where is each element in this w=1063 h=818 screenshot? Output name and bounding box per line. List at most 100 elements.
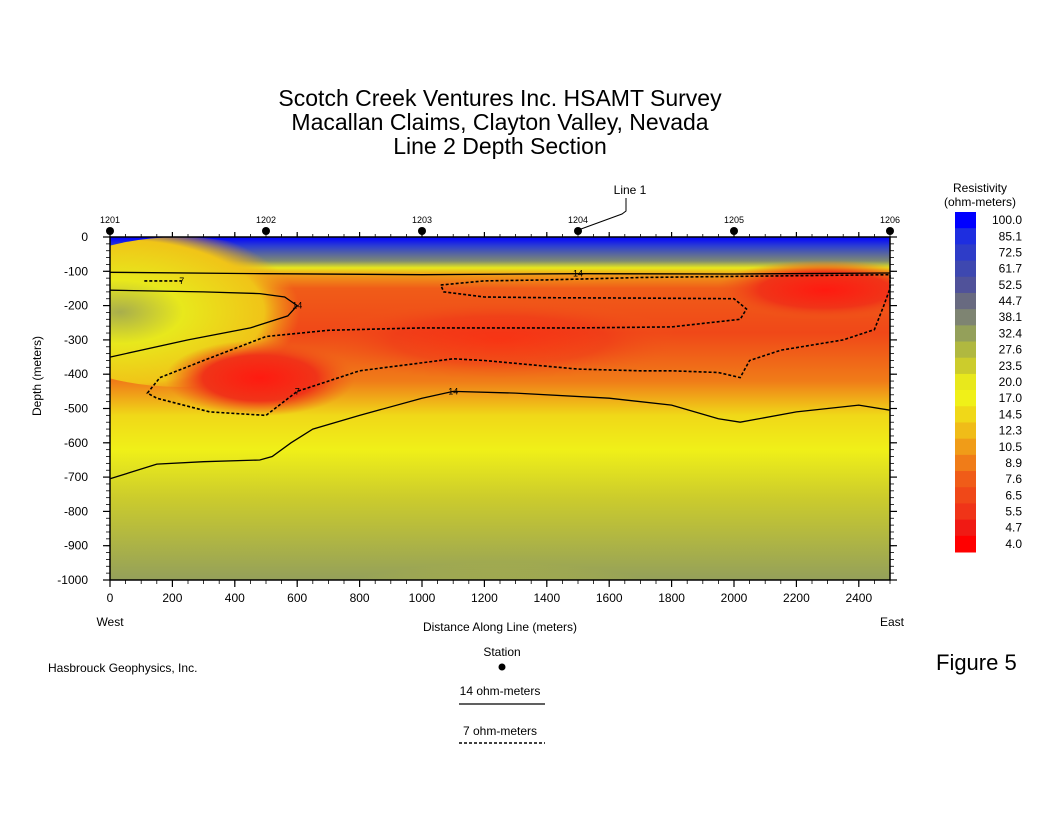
station-label-1203: 1203 xyxy=(412,215,432,225)
x-tick-label-2000: 2000 xyxy=(721,591,748,605)
legend-7-label: 7 ohm-meters xyxy=(462,724,538,738)
contour-14-line-0 xyxy=(109,271,891,276)
station-label-1206: 1206 xyxy=(880,215,900,225)
line-1-callout-label: Line 1 xyxy=(613,183,647,197)
x-tick-label-1800: 1800 xyxy=(658,591,685,605)
colorbar-swatch-4.7 xyxy=(955,519,976,537)
colorbar-label-8.9: 8.9 xyxy=(1005,456,1022,470)
colorbar-label-100.0: 100.0 xyxy=(992,213,1022,227)
colorbar-swatch-27.6 xyxy=(955,341,976,359)
station-marker-1201 xyxy=(106,227,114,235)
contour-14-line-1 xyxy=(109,289,299,358)
colorbar-swatch-44.7 xyxy=(955,292,976,310)
legend-14-label: 14 ohm-meters xyxy=(459,684,541,698)
colorbar-label-17.0: 17.0 xyxy=(999,391,1023,405)
station-marker-1206 xyxy=(886,227,894,235)
y-axis-label: Depth (meters) xyxy=(30,335,44,417)
colorbar-label-23.5: 23.5 xyxy=(999,359,1023,373)
station-marker-1203 xyxy=(418,227,426,235)
colorbar-swatch-14.5 xyxy=(955,406,976,423)
colorbar-label-52.5: 52.5 xyxy=(999,278,1023,292)
colorbar-label-32.4: 32.4 xyxy=(999,326,1023,340)
y-tick-label--500: -500 xyxy=(64,402,88,416)
y-tick-label--400: -400 xyxy=(64,367,88,381)
colorbar-swatch-20.0 xyxy=(955,373,976,391)
station-marker-1205 xyxy=(730,227,738,235)
colorbar-swatch-100.0 xyxy=(955,212,976,229)
station-label-1202: 1202 xyxy=(256,215,276,225)
colorbar-label-38.1: 38.1 xyxy=(999,310,1023,324)
colorbar-label-5.5: 5.5 xyxy=(1005,505,1022,519)
contour-7-line-1 xyxy=(146,273,891,417)
colorbar-title: Resistivity xyxy=(952,181,1008,195)
y-tick-label--700: -700 xyxy=(64,470,88,484)
colorbar-swatch-5.5 xyxy=(955,503,976,521)
resistivity-field xyxy=(110,237,890,580)
x-axis-label: Distance Along Line (meters) xyxy=(422,620,578,634)
y-tick-label--800: -800 xyxy=(64,504,88,518)
x-end-label-east: East xyxy=(879,615,905,629)
colorbar-swatch-17.0 xyxy=(955,390,976,407)
station-marker-1204 xyxy=(574,227,582,235)
colorbar-swatch-7.6 xyxy=(955,471,976,488)
chart-title-line-2: Macallan Claims, Clayton Valley, Nevada xyxy=(291,109,709,135)
x-tick-label-2200: 2200 xyxy=(783,591,810,605)
x-tick-label-2400: 2400 xyxy=(845,591,872,605)
y-tick-label--200: -200 xyxy=(64,299,88,313)
x-tick-label-1600: 1600 xyxy=(596,591,623,605)
contour-lines: 14 14 14 7 7 xyxy=(109,269,891,480)
colorbar-label-10.5: 10.5 xyxy=(999,440,1023,454)
colorbar-label-72.5: 72.5 xyxy=(999,245,1023,259)
station-label-1204: 1204 xyxy=(568,215,588,225)
contour-14-label-1: 14 xyxy=(292,301,302,311)
legend-lines xyxy=(459,663,545,744)
colorbar-swatch-61.7 xyxy=(955,260,976,278)
company-credit: Hasbrouck Geophysics, Inc. xyxy=(48,661,198,675)
colorbar-label-7.6: 7.6 xyxy=(1005,472,1022,486)
colorbar-swatch-12.3 xyxy=(955,422,976,440)
colorbar-label-12.3: 12.3 xyxy=(999,424,1023,438)
y-tick-label--300: -300 xyxy=(64,333,88,347)
colorbar-label-85.1: 85.1 xyxy=(999,229,1023,243)
colorbar-swatch-10.5 xyxy=(955,438,976,456)
line-1-callout-leader xyxy=(580,198,627,230)
colorbar-units: (ohm-meters) xyxy=(943,195,1017,209)
colorbar-label-44.7: 44.7 xyxy=(999,294,1023,308)
colorbar-swatch-6.5 xyxy=(955,487,976,504)
colorbar-swatch-52.5 xyxy=(955,276,976,294)
x-tick-label-1000: 1000 xyxy=(409,591,436,605)
contour-14-line-2 xyxy=(109,390,891,480)
axes: 0 200 400 600 800 1000 1200 1400 1600 1800 2000 220… xyxy=(57,230,897,605)
x-tick-label-400: 400 xyxy=(225,591,245,605)
colorbar-swatch-85.1 xyxy=(955,228,976,245)
chart-title-line-3: Line 2 Depth Section xyxy=(393,133,607,159)
y-tick-label--1000: -1000 xyxy=(57,573,88,587)
x-tick-label-600: 600 xyxy=(287,591,307,605)
x-tick-label-1200: 1200 xyxy=(471,591,498,605)
contour-7-label-0: 7 xyxy=(179,276,184,286)
colorbar-label-4.0: 4.0 xyxy=(1005,537,1022,551)
colorbar-label-6.5: 6.5 xyxy=(1005,488,1022,502)
colorbar-swatch-38.1 xyxy=(955,309,976,326)
y-tick-label--900: -900 xyxy=(64,539,88,553)
legend-station-marker xyxy=(498,663,506,671)
colorbar: 100.0 85.1 72.5 61.7 52.5 44.7 38.1 32.4 27.6 23.… xyxy=(955,212,1022,553)
figure-number: Figure 5 xyxy=(936,650,1017,675)
y-tick-label--100: -100 xyxy=(64,264,88,278)
colorbar-label-27.6: 27.6 xyxy=(999,343,1023,357)
station-label-1205: 1205 xyxy=(724,215,744,225)
contour-14-label-0: 14 xyxy=(573,269,583,279)
colorbar-label-20.0: 20.0 xyxy=(999,375,1023,389)
x-tick-label-1400: 1400 xyxy=(533,591,560,605)
colorbar-swatch-8.9 xyxy=(955,454,976,472)
colorbar-label-4.7: 4.7 xyxy=(1005,521,1022,535)
colorbar-swatch-23.5 xyxy=(955,357,976,375)
contour-14-label-2: 14 xyxy=(448,386,458,396)
x-tick-label-0: 0 xyxy=(107,591,114,605)
colorbar-label-14.5: 14.5 xyxy=(999,407,1023,421)
colorbar-swatch-4.0 xyxy=(955,535,976,553)
x-end-label-west: West xyxy=(96,615,124,629)
colorbar-swatch-32.4 xyxy=(955,325,976,343)
x-tick-label-800: 800 xyxy=(350,591,370,605)
